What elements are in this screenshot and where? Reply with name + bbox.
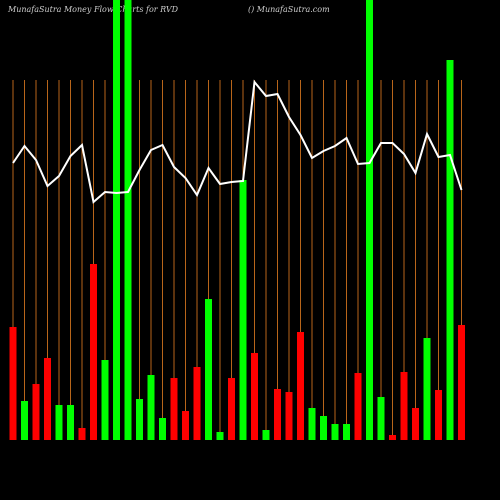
bar	[297, 332, 304, 440]
bar	[308, 408, 316, 440]
bar	[90, 264, 97, 440]
bar	[136, 399, 143, 440]
bar	[55, 405, 63, 440]
bar	[101, 360, 109, 440]
bar	[67, 405, 74, 440]
bar	[113, 0, 120, 440]
bar	[458, 325, 465, 440]
bar	[389, 435, 396, 440]
bar	[377, 397, 385, 440]
bar	[159, 418, 166, 440]
bar	[366, 0, 373, 440]
chart-title: MunafaSutra Money Flow Charts for RVD	[7, 5, 179, 14]
bar	[78, 428, 86, 440]
bar	[21, 401, 28, 440]
bar	[9, 327, 17, 440]
bar	[205, 299, 212, 440]
bar	[44, 358, 51, 440]
bar	[331, 424, 339, 440]
chart-subtitle: () MunafaSutra.com	[248, 5, 330, 14]
bar	[228, 378, 235, 440]
bar	[124, 0, 132, 440]
bar	[251, 353, 258, 440]
bar	[216, 432, 224, 440]
bar	[412, 408, 419, 440]
bar	[446, 60, 454, 440]
price-line	[12, 79, 463, 204]
bar	[193, 367, 201, 440]
bar	[400, 372, 408, 440]
bar	[354, 373, 362, 440]
bar	[170, 378, 178, 440]
bar	[320, 416, 327, 440]
bar	[343, 424, 350, 440]
bar	[285, 392, 293, 440]
bar	[262, 430, 270, 440]
bar	[239, 180, 247, 440]
bar	[423, 338, 431, 440]
bar	[147, 375, 155, 440]
bar	[32, 384, 40, 440]
bar	[182, 411, 189, 440]
bar	[274, 389, 281, 440]
bar	[435, 390, 442, 440]
